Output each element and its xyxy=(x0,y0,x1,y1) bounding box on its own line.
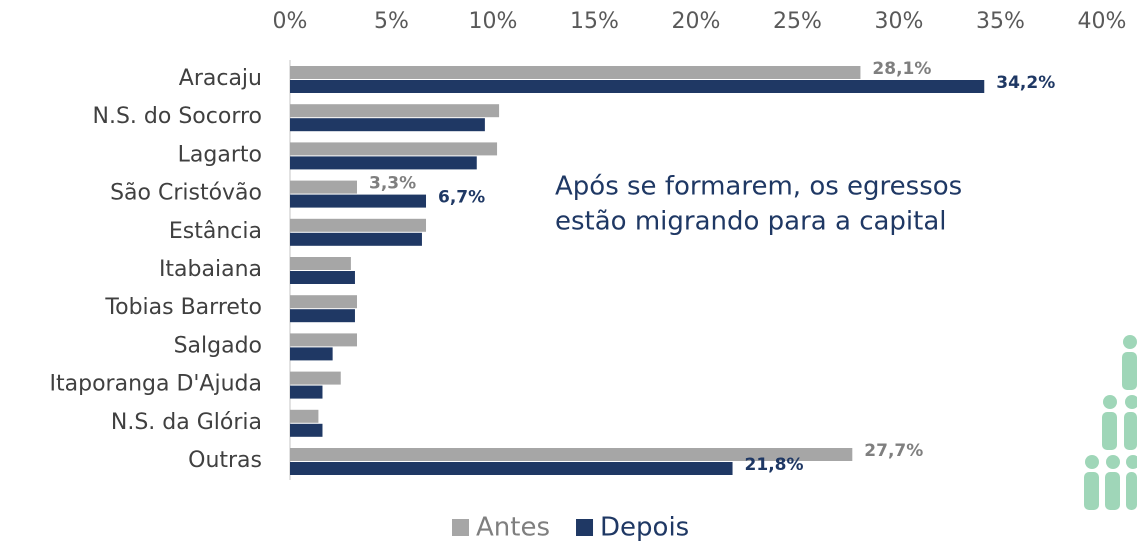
bar xyxy=(290,257,351,270)
x-tick-label: 5% xyxy=(374,9,409,34)
bar xyxy=(290,232,422,246)
bar xyxy=(290,194,427,208)
x-tick-label: 35% xyxy=(976,9,1025,34)
annotation: estão migrando para a capital xyxy=(555,207,947,237)
legend-swatch xyxy=(452,519,469,536)
x-tick-label: 10% xyxy=(469,9,518,34)
category-label: Itaporanga D'Ajuda xyxy=(50,372,262,397)
bar xyxy=(290,385,323,399)
bar xyxy=(290,142,498,156)
bar xyxy=(290,347,333,361)
legend-label: Antes xyxy=(476,513,550,543)
category-label: N.S. do Socorro xyxy=(93,104,262,129)
value-label: 27,7% xyxy=(864,441,923,461)
bar xyxy=(290,423,323,437)
legend-swatch xyxy=(576,519,594,536)
category-label: Aracaju xyxy=(179,66,262,91)
x-tick-label: 25% xyxy=(773,9,822,34)
bar xyxy=(290,218,427,232)
bar xyxy=(290,309,355,323)
x-tick-label: 0% xyxy=(273,9,308,34)
bar xyxy=(290,118,485,132)
bar xyxy=(290,409,319,423)
people-icon xyxy=(1084,335,1137,510)
x-tick-label: 40% xyxy=(1078,9,1127,34)
bar xyxy=(290,104,500,118)
category-label: São Cristóvão xyxy=(110,181,262,206)
category-label: Lagarto xyxy=(178,142,262,167)
bar xyxy=(290,295,357,309)
bar xyxy=(290,156,477,170)
category-label: Tobias Barreto xyxy=(104,295,262,320)
bar xyxy=(290,462,733,475)
category-label: Outras xyxy=(188,448,262,473)
bar xyxy=(290,80,985,93)
x-tick-label: 20% xyxy=(672,9,721,34)
annotation: Após se formarem, os egressos xyxy=(555,172,962,202)
x-tick-label: 15% xyxy=(570,9,619,34)
bar xyxy=(290,371,341,385)
value-label: 3,3% xyxy=(369,174,416,194)
value-label: 34,2% xyxy=(996,73,1055,93)
legend-label: Depois xyxy=(600,513,689,543)
category-label: Salgado xyxy=(174,333,262,358)
bar xyxy=(290,180,357,194)
category-label: Estância xyxy=(169,219,262,244)
value-label: 21,8% xyxy=(745,455,804,475)
bar xyxy=(290,333,357,347)
category-label: N.S. da Glória xyxy=(111,410,262,435)
x-tick-label: 30% xyxy=(875,9,924,34)
bar xyxy=(290,271,355,284)
bar xyxy=(290,66,861,79)
bar xyxy=(290,448,853,461)
category-label: Itabaiana xyxy=(159,257,262,282)
value-label: 28,1% xyxy=(872,59,931,79)
value-label: 6,7% xyxy=(438,188,485,208)
